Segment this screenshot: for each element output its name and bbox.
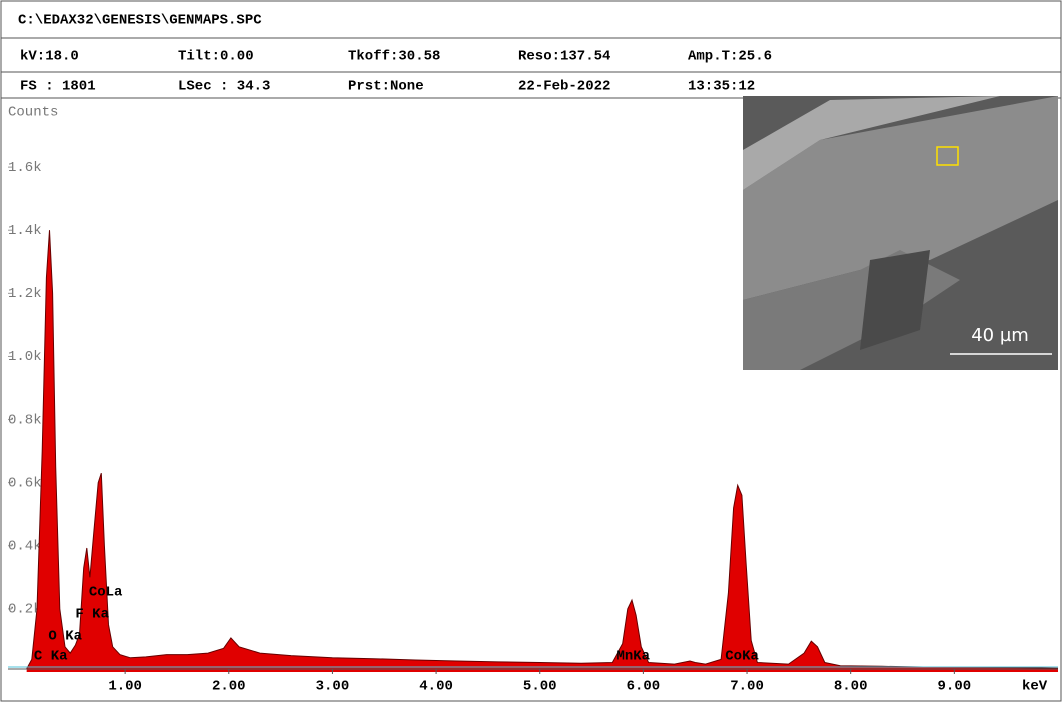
sem-image: 40 µm [743,96,1058,370]
status-field: Reso:137.54 [518,49,610,65]
y-tick-label: 0.8k [8,412,42,428]
x-tick-label: 4.00 [419,679,453,695]
status-field: LSec : 34.3 [178,79,270,95]
y-tick-label: 1.4k [8,223,42,239]
peak-label: MnKa [616,649,650,665]
peak-label: CoKa [725,649,759,665]
status-field: 13:35:12 [688,79,755,95]
y-axis-label: Counts [8,105,58,121]
x-tick-label: 3.00 [316,679,350,695]
status-field: kV:18.0 [20,49,79,65]
peak-label: C Ka [34,649,68,665]
status-field: 22-Feb-2022 [518,79,610,95]
y-tick-label: 1.6k [8,160,42,176]
status-field: Prst:None [348,79,424,95]
x-tick-label: 5.00 [523,679,557,695]
x-axis-label: keV [1022,679,1048,695]
x-tick-label: 9.00 [938,679,972,695]
x-tick-label: 8.00 [834,679,868,695]
file-path: C:\EDAX32\GENESIS\GENMAPS.SPC [18,13,262,29]
status-field: Amp.T:25.6 [688,49,772,65]
y-tick-label: 1.2k [8,286,42,302]
x-tick-label: 2.00 [212,679,246,695]
status-field: FS : 1801 [20,79,96,95]
status-field: Tilt:0.00 [178,49,254,65]
status-field: Tkoff:30.58 [348,49,440,65]
x-tick-label: 7.00 [730,679,764,695]
y-tick-label: 0.6k [8,475,42,491]
scale-bar-label: 40 µm [971,325,1029,346]
peak-label: CoLa [89,585,123,601]
x-tick-label: 6.00 [627,679,661,695]
peak-label: O Ka [48,629,82,645]
x-tick-label: 1.00 [108,679,142,695]
y-tick-label: 0.4k [8,538,42,554]
y-tick-label: 1.0k [8,349,42,365]
spectrum-window: C:\EDAX32\GENESIS\GENMAPS.SPC Counts keV… [0,0,1062,702]
peak-label: F Ka [75,607,109,623]
